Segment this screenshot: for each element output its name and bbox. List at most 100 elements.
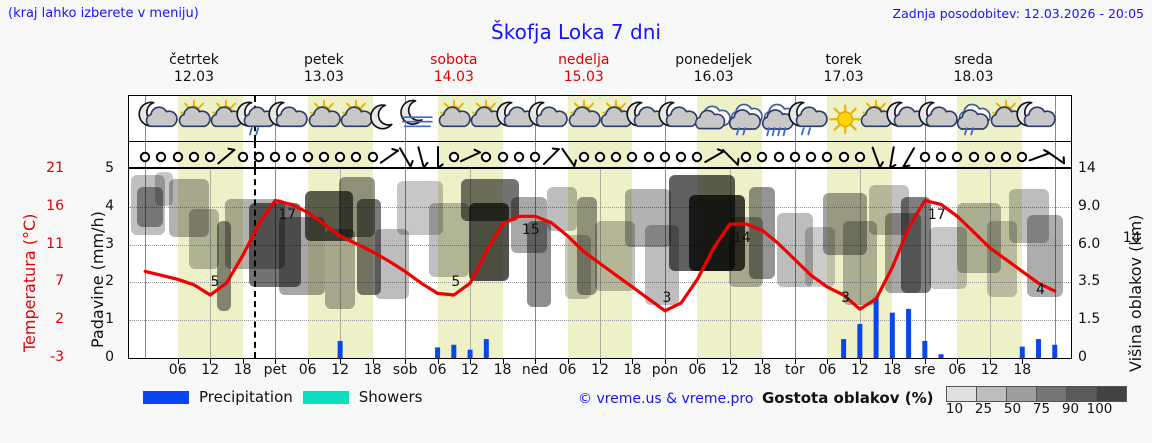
moon-cloud-icon	[1015, 98, 1059, 140]
x-tick-mark	[859, 359, 861, 364]
x-tick-mark	[1022, 359, 1024, 364]
x-tick-tor: tor	[784, 362, 805, 378]
x-tick-mark	[664, 359, 666, 364]
cloud-density-raster	[131, 172, 1063, 311]
x-tick-mark	[762, 359, 764, 364]
temperature-point-label: 14	[1122, 230, 1141, 247]
calm-wind-symbol	[578, 151, 589, 163]
temperature-tick: 2	[55, 311, 64, 328]
precipitation-bar	[337, 340, 343, 358]
x-tick-18: 18	[883, 362, 902, 378]
wind-barb-symbol	[543, 147, 561, 166]
calm-wind-symbol	[757, 151, 768, 163]
cloud-density-blob	[1009, 189, 1049, 243]
calm-wind-symbol	[529, 151, 541, 163]
x-tick-06: 06	[558, 362, 577, 378]
cloud-density-blob	[749, 187, 775, 279]
weather-icon-strip	[128, 95, 1072, 141]
cloud-drizzle-icon	[954, 98, 994, 140]
day-header-četrtek: četrtek 12.03	[129, 52, 259, 86]
day-separator	[794, 169, 796, 358]
calm-wind-symbol	[676, 151, 687, 163]
x-tick-mark	[989, 359, 991, 364]
series-legend: Precipitation Showers	[143, 388, 422, 406]
calm-wind-symbol	[935, 151, 947, 163]
cloud-density-swatch	[976, 386, 1006, 402]
precipitation-bar	[938, 354, 944, 358]
x-tick-mark	[729, 359, 731, 364]
cloud-height-tick: 6.0	[1078, 235, 1101, 252]
precipitation-swatch	[143, 390, 189, 404]
precipitation-tick: 3	[105, 235, 114, 252]
calm-wind-symbol	[156, 151, 167, 163]
x-tick-sob: sob	[392, 362, 418, 378]
location-menu-note: (kraj lahko izberete v meniju)	[8, 6, 199, 21]
x-tick-mark	[600, 359, 601, 364]
day-separator	[405, 142, 407, 167]
cloud-density-value: 75	[1032, 401, 1051, 417]
cloud-density-scale-values: 10 25 50 75 90 100	[940, 401, 1114, 417]
day-separator	[1054, 142, 1056, 167]
calm-wind-symbol	[968, 151, 979, 163]
cloud-density-blob	[547, 187, 577, 231]
calm-wind-symbol	[627, 151, 638, 163]
precipitation-tick: 4	[105, 197, 114, 214]
x-tick-18: 18	[1013, 362, 1032, 378]
temperature-line	[143, 198, 1057, 313]
x-tick-18: 18	[363, 362, 382, 378]
moon-drizzle-icon	[788, 98, 831, 140]
cloud-density-blob	[357, 199, 381, 295]
sun-cloud-icon	[336, 98, 376, 140]
day-name: četrtek	[169, 52, 219, 68]
day-date: 18.03	[953, 69, 994, 85]
day-separator	[405, 169, 407, 358]
calm-wind-symbol	[205, 151, 216, 163]
calm-wind-symbol	[643, 151, 654, 163]
calm-wind-symbol	[172, 151, 183, 163]
day-header-ponedeljek: ponedeljek 16.03	[649, 52, 779, 86]
cloud-density-blob	[169, 179, 209, 237]
cloud-density-blob	[987, 221, 1017, 297]
cloud-density-blob	[429, 203, 469, 277]
cloud-density-blob	[305, 191, 353, 241]
x-tick-mark	[502, 359, 504, 364]
cloud-density-value: 10	[945, 401, 964, 417]
precipitation-bar	[873, 297, 879, 358]
temperature-point-label: 3	[841, 289, 851, 306]
calm-wind-symbol	[659, 151, 671, 163]
sun-icon	[824, 98, 864, 140]
precipitation-bar	[467, 349, 473, 358]
sun-cloud-icon	[434, 98, 474, 140]
day-separator	[145, 169, 147, 358]
page-title: Škofja Loka 7 dni	[491, 20, 661, 44]
calm-wind-symbol	[481, 151, 492, 163]
day-header-torek: torek 17.03	[779, 52, 909, 86]
day-name: sreda	[954, 52, 993, 68]
cloud-density-blob	[901, 197, 931, 293]
x-tick-mark	[957, 359, 959, 364]
x-tick-06: 06	[428, 362, 447, 378]
x-tick-sre: sre	[914, 362, 936, 378]
cloud-density-blob	[823, 193, 867, 255]
wind-barb-symbol	[560, 147, 577, 167]
cloud-density-blob	[869, 185, 909, 235]
cloud-density-value: 100	[1086, 401, 1113, 417]
moon-cloud-icon	[626, 98, 669, 140]
precipitation-bar	[889, 312, 895, 358]
calm-wind-symbol	[854, 151, 866, 163]
day-name: nedelja	[558, 52, 610, 68]
x-tick-18: 18	[493, 362, 512, 378]
cloud-height-tick: 1.5	[1078, 311, 1101, 328]
moon-fog-icon	[400, 98, 441, 140]
cloud-density-blob	[729, 217, 763, 287]
cloud-density-blob	[625, 189, 671, 247]
x-tick-mark	[177, 359, 179, 364]
cloud-density-value: 50	[1003, 401, 1022, 417]
cloud-drizzle-icon	[726, 98, 766, 140]
cloud-height-tick: 14	[1078, 160, 1096, 176]
cloud-height-tick: 3.5	[1078, 273, 1101, 290]
showers-legend-label: Showers	[358, 388, 423, 406]
x-tick-18: 18	[753, 362, 772, 378]
copyright-link[interactable]: © vreme.us & vreme.pro	[578, 391, 754, 407]
vertical-gridline	[989, 169, 991, 358]
